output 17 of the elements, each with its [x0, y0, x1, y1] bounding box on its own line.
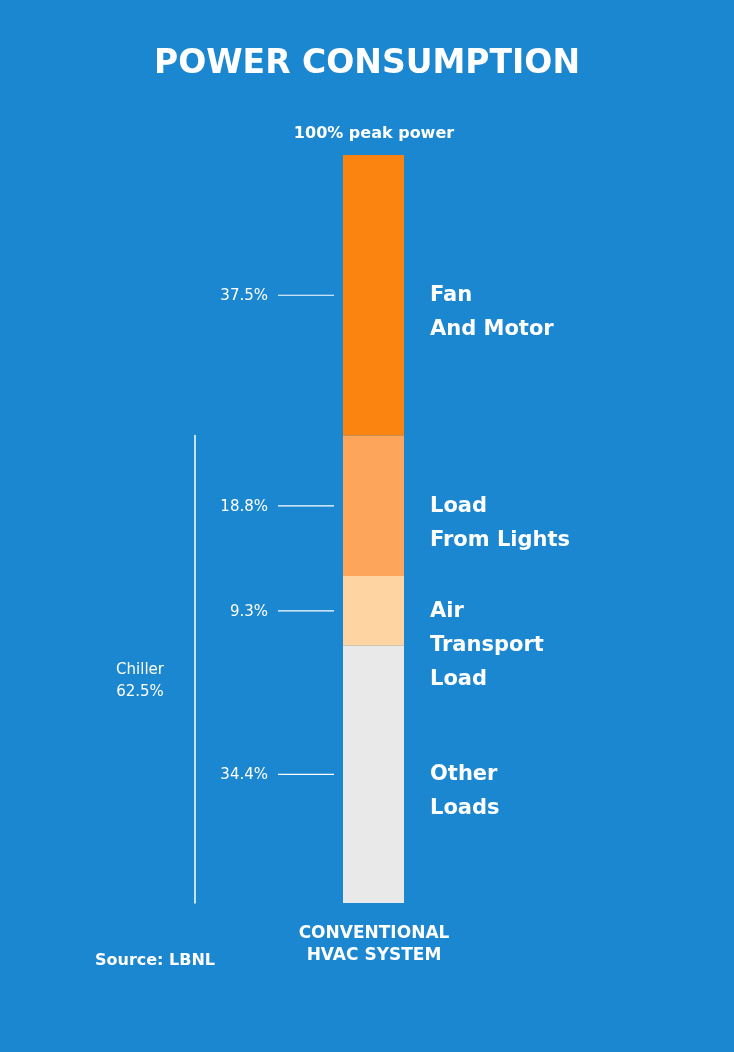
- data-label: 18.8%: [220, 496, 268, 515]
- source-note: Source: LBNL: [94, 950, 216, 969]
- bar: [343, 645, 404, 903]
- bar: [343, 155, 404, 436]
- data-label: 9.3%: [229, 601, 268, 620]
- series-label: Other Loads: [430, 761, 500, 820]
- series-label: Load From Lights: [430, 492, 571, 551]
- chart-title: POWER CONSUMPTION: [153, 42, 581, 81]
- series-label: Fan And Motor: [430, 282, 555, 341]
- series-label: Air Transport Load: [430, 597, 544, 690]
- text: 100% peak power: [293, 123, 455, 142]
- x-tick-label: CONVENTIONAL HVAC SYSTEM: [298, 922, 450, 964]
- data-label: 37.5%: [220, 286, 268, 305]
- bar: [343, 435, 404, 577]
- text: Chiller 62.5%: [116, 660, 165, 701]
- data-label: 34.4%: [220, 765, 268, 784]
- bar: [343, 576, 404, 646]
